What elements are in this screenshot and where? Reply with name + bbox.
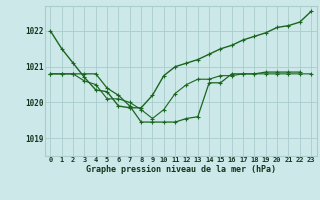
- X-axis label: Graphe pression niveau de la mer (hPa): Graphe pression niveau de la mer (hPa): [86, 165, 276, 174]
